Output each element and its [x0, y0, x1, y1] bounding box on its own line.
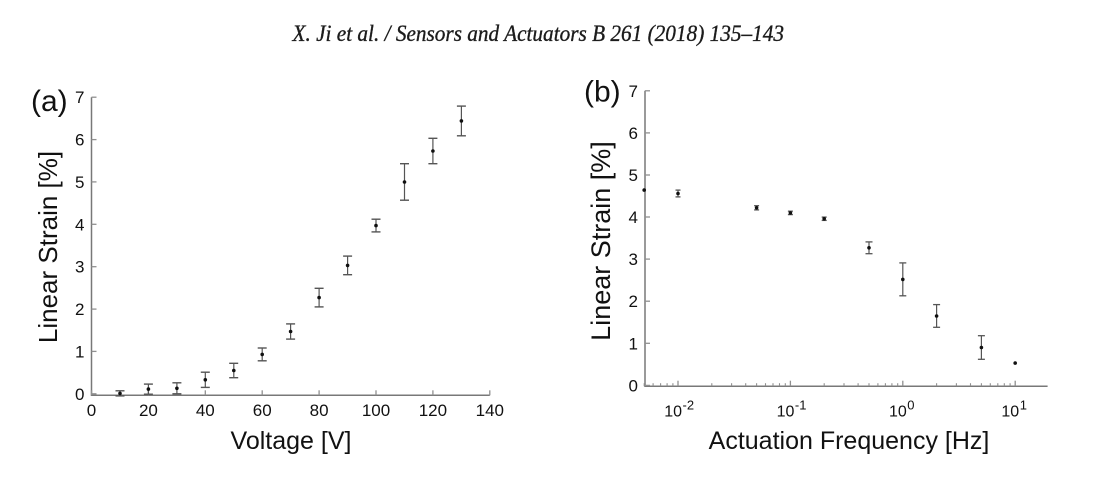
svg-text:20: 20 — [139, 401, 158, 420]
svg-text:7: 7 — [629, 82, 638, 101]
svg-text:0: 0 — [87, 401, 96, 420]
svg-text:10: 10 — [664, 404, 682, 421]
svg-text:1: 1 — [1020, 398, 1027, 413]
svg-text:Actuation Frequency [Hz]: Actuation Frequency [Hz] — [709, 427, 990, 455]
svg-text:10: 10 — [1001, 404, 1019, 421]
svg-text:6: 6 — [629, 124, 638, 143]
svg-text:1: 1 — [629, 334, 638, 353]
svg-text:5: 5 — [75, 173, 84, 192]
svg-text:Linear Strain [%]: Linear Strain [%] — [33, 151, 63, 343]
svg-text:X. Ji et al. / Sensors and Act: X. Ji et al. / Sensors and Actuators B 2… — [292, 21, 784, 46]
svg-text:7: 7 — [75, 88, 84, 107]
svg-text:0: 0 — [629, 376, 638, 395]
svg-text:1: 1 — [75, 342, 84, 361]
svg-text:2: 2 — [75, 300, 84, 319]
svg-text:40: 40 — [196, 401, 215, 420]
svg-text:(a): (a) — [31, 85, 68, 118]
svg-text:140: 140 — [476, 401, 504, 420]
svg-text:0: 0 — [907, 398, 914, 413]
svg-text:3: 3 — [629, 250, 638, 269]
svg-text:10: 10 — [889, 404, 907, 421]
svg-text:0: 0 — [75, 385, 84, 404]
svg-text:100: 100 — [362, 401, 390, 420]
svg-text:Voltage [V]: Voltage [V] — [231, 427, 352, 455]
svg-text:80: 80 — [310, 401, 329, 420]
svg-text:120: 120 — [419, 401, 447, 420]
svg-text:-1: -1 — [795, 398, 807, 413]
svg-text:3: 3 — [75, 258, 84, 277]
svg-text:4: 4 — [75, 215, 84, 234]
svg-text:5: 5 — [629, 166, 638, 185]
svg-text:6: 6 — [75, 131, 84, 150]
svg-text:Linear Strain [%]: Linear Strain [%] — [586, 141, 616, 341]
svg-text:2: 2 — [629, 292, 638, 311]
svg-text:-2: -2 — [683, 398, 695, 413]
svg-text:10: 10 — [777, 404, 795, 421]
svg-text:4: 4 — [629, 208, 638, 227]
svg-text:(b): (b) — [584, 76, 621, 109]
svg-text:60: 60 — [253, 401, 272, 420]
